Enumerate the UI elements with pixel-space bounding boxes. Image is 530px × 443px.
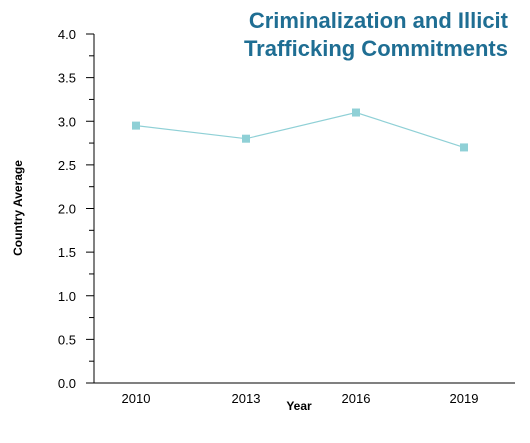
x-tick-label: 2013	[232, 391, 261, 406]
y-tick-label: 0.0	[58, 376, 76, 391]
y-tick-label: 1.0	[58, 289, 76, 304]
y-tick-label: 0.5	[58, 332, 76, 347]
x-tick-label: 2019	[450, 391, 479, 406]
x-tick-label: 2016	[342, 391, 371, 406]
x-axis-title: Year	[286, 399, 312, 413]
y-tick-label: 1.5	[58, 245, 76, 260]
chart-title-line-1: Criminalization and Illicit	[249, 8, 509, 33]
series-line	[135, 111, 465, 148]
data-point-marker	[242, 134, 250, 143]
chart-title-line-2: Trafficking Commitments	[244, 36, 508, 61]
y-tick-label: 4.0	[58, 27, 76, 42]
data-point-marker	[460, 143, 468, 152]
data-point-marker	[352, 108, 360, 117]
y-tick-label: 2.5	[58, 158, 76, 173]
y-tick-label: 3.5	[58, 71, 76, 86]
y-tick-label: 3.0	[58, 114, 76, 129]
x-ticks: 2010 2013 2016 2019	[122, 391, 479, 406]
y-axis-title: Country Average	[11, 160, 25, 256]
data-point-marker	[132, 121, 140, 130]
series-group	[132, 108, 468, 152]
x-tick-label: 2010	[122, 391, 151, 406]
y-ticks: 0.0 0.5 1.0 1.5 2.0 2.5 3.0 3.5 4.0	[58, 27, 94, 391]
y-tick-label: 2.0	[58, 202, 76, 217]
